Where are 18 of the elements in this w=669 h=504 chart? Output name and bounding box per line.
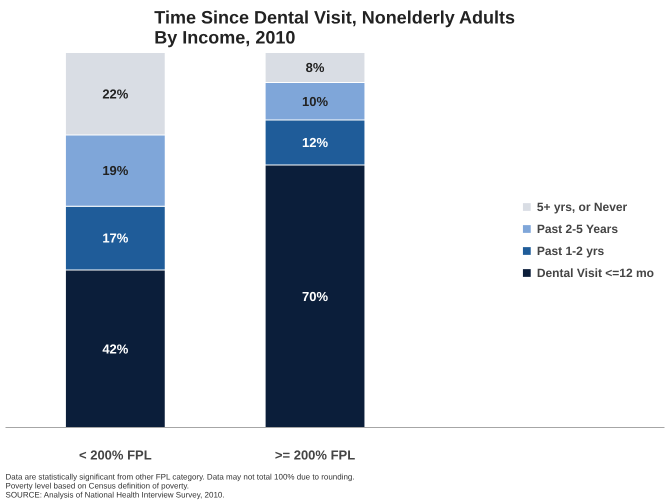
source-note: SOURCE: Analysis of National Health Interview Survey, 2010.	[6, 490, 225, 500]
data-label: 12%	[302, 135, 328, 150]
legend-label: 5+ yrs, or Never	[536, 200, 628, 214]
data-label: 70%	[302, 288, 328, 304]
data-label: 22%	[102, 86, 129, 102]
data-label: 19%	[102, 163, 129, 178]
legend-label: Dental Visit <=12 mo	[536, 266, 654, 280]
data-label: 42%	[102, 341, 129, 356]
x-tick-label: < 200% FPL	[79, 448, 152, 462]
data-label: 17%	[102, 230, 129, 246]
data-label: 10%	[302, 94, 328, 109]
text: Poverty level based on Census definition of poverty.	[6, 482, 190, 490]
data-label: 8%	[306, 60, 325, 75]
chart-title: Time Since Dental Visit, Nonelderly Adults By Income, 2010	[154, 8, 516, 48]
x-tick-label: >= 200% FPL	[274, 448, 356, 462]
legend-label: Past 1-2 yrs	[536, 244, 604, 258]
legend-label: Past 2-5 Years	[536, 222, 618, 236]
text: Data are statistically significant from other FPL category. Data may not total 100% due to rounding.	[6, 472, 355, 482]
